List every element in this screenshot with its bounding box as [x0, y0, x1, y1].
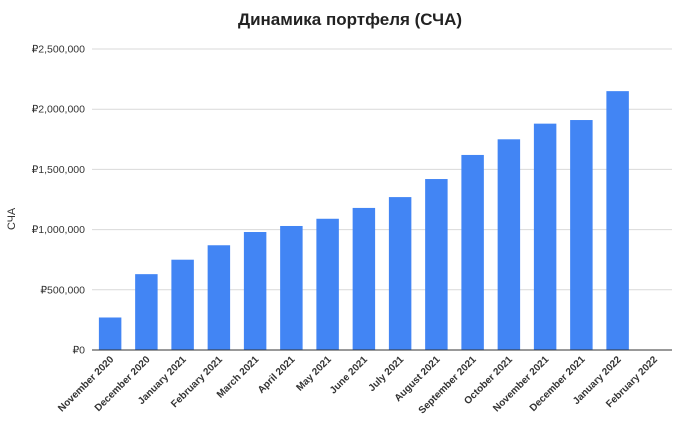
bar: [207, 245, 231, 350]
bar: [243, 232, 267, 350]
bar: [388, 197, 412, 350]
bar: [497, 139, 521, 350]
y-tick-label: ₽1,500,000: [32, 164, 86, 176]
x-tick-label: June 2021: [328, 354, 370, 396]
bar: [606, 91, 629, 350]
bar: [533, 123, 557, 350]
y-tick-label: ₽1,000,000: [32, 224, 86, 236]
bar: [352, 207, 376, 350]
bar: [280, 225, 303, 350]
bar: [316, 218, 339, 350]
y-tick-label: ₽500,000: [40, 284, 85, 296]
bar: [425, 179, 448, 350]
bars: [98, 91, 629, 350]
y-tick-label: ₽2,000,000: [32, 104, 86, 116]
bar: [461, 154, 484, 350]
bar: [570, 120, 593, 350]
y-tick-label: ₽2,500,000: [32, 44, 86, 56]
chart-title: Динамика портфеля (СЧА): [237, 10, 463, 29]
x-tick-label: April 2021: [256, 354, 298, 396]
y-axis-ticks: ₽0 ₽500,000 ₽1,000,000 ₽1,500,000 ₽2,000,000…: [32, 44, 86, 357]
bar: [98, 317, 122, 350]
bar: [171, 259, 194, 350]
y-tick-label: ₽0: [72, 345, 85, 357]
bar: [135, 274, 158, 350]
